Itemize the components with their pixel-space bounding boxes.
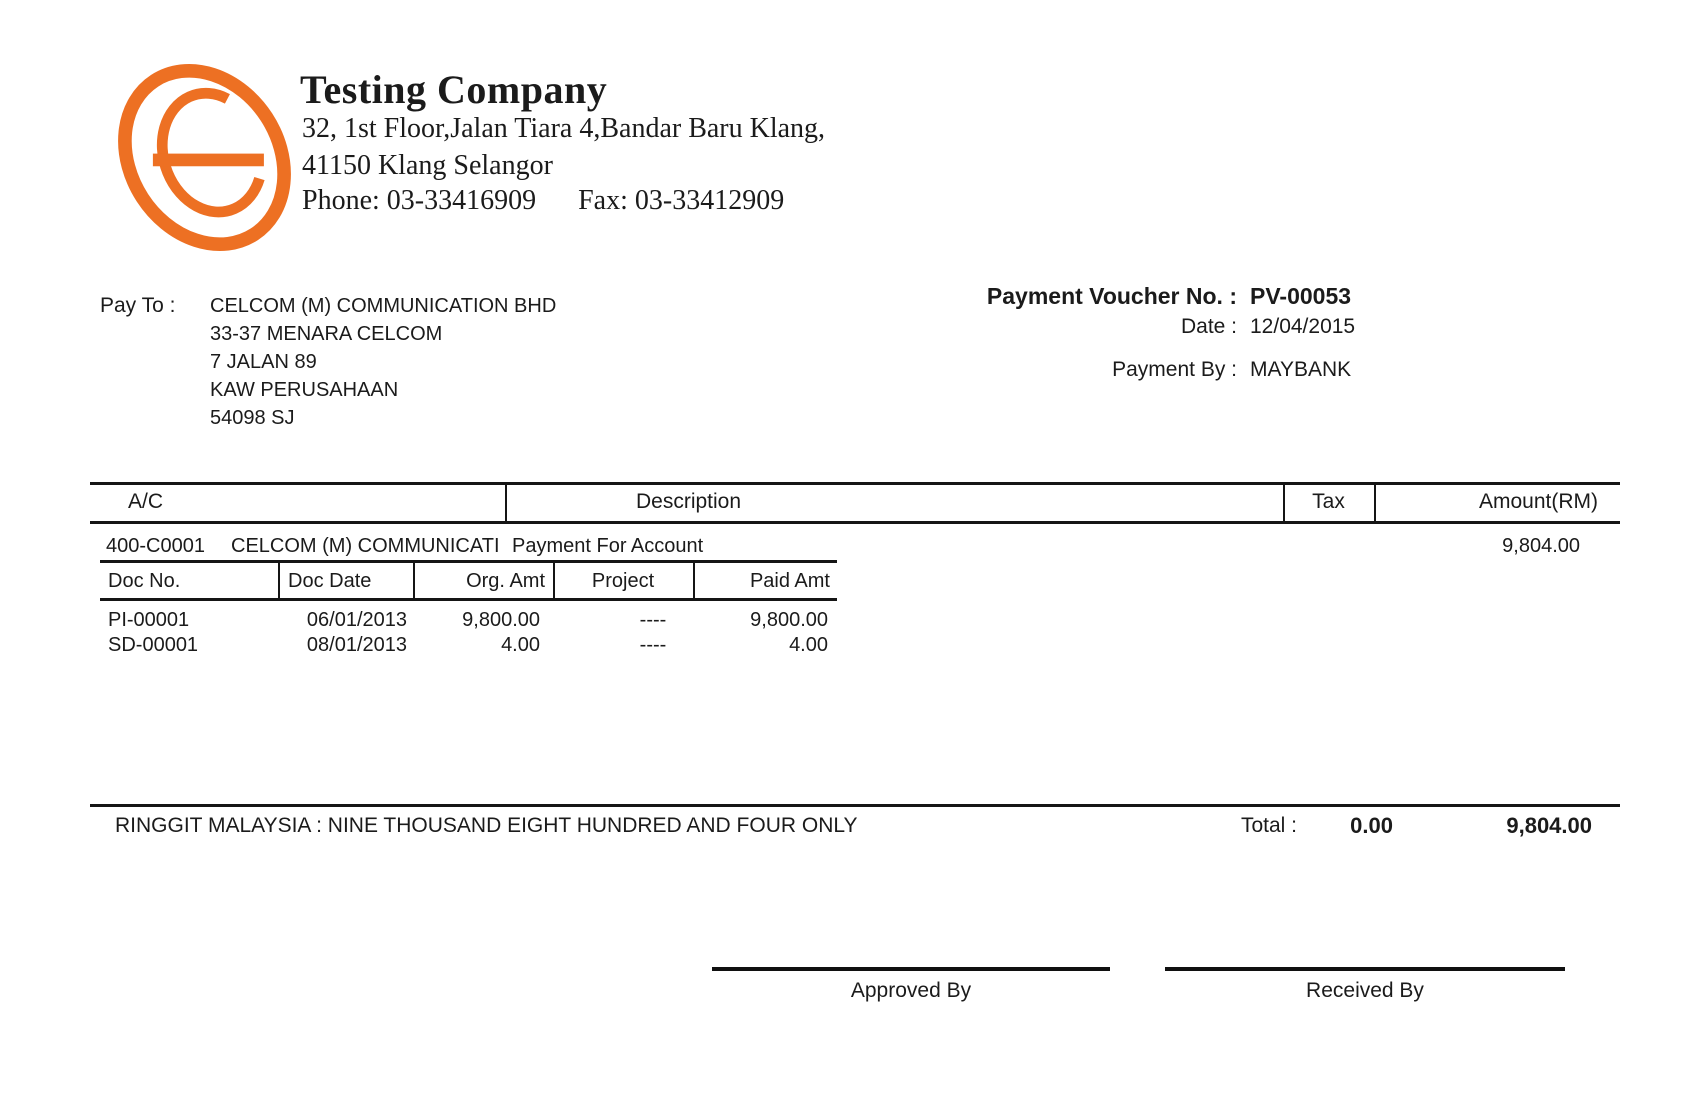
approved-by-signature-line: [712, 967, 1110, 971]
payee-address-line-4: 54098 SJ: [210, 407, 295, 429]
total-tax-value: 0.00: [1350, 813, 1393, 838]
doc-row-org-amt: 4.00: [501, 634, 540, 656]
total-amount-value: 9,804.00: [1506, 813, 1592, 838]
doc-row-project: ----: [639, 634, 667, 656]
doc-table-bottom-rule: [100, 598, 837, 601]
payee-address-block: CELCOM (M) COMMUNICATION BHD 33-37 MENAR…: [210, 292, 556, 432]
doc-row-paid-amt: 4.00: [789, 634, 828, 656]
doc-row-doc-date: 06/01/2013: [306, 609, 407, 631]
column-header-ac: A/C: [128, 490, 164, 513]
table-divider-description-tax: [1283, 482, 1285, 524]
voucher-date-label: Date :: [1180, 315, 1237, 338]
doc-table-top-rule: [100, 560, 837, 563]
company-address-line1: 32, 1st Floor,Jalan Tiara 4,Bandar Baru …: [302, 113, 826, 144]
doc-header-project: Project: [591, 570, 655, 592]
voucher-number-label: Payment Voucher No. :: [986, 283, 1237, 309]
doc-header-doc-no: Doc No.: [108, 570, 181, 592]
entry-account-code: 400-C0001: [106, 535, 205, 557]
amount-in-words: RINGGIT MALAYSIA : NINE THOUSAND EIGHT H…: [115, 814, 858, 837]
doc-row-doc-no: PI-00001: [108, 609, 190, 631]
payee-address-line-3: KAW PERUSAHAAN: [210, 379, 399, 401]
table-divider-ac-description: [505, 482, 507, 524]
received-by-label: Received By: [1306, 979, 1424, 1002]
company-address-line2: 41150 Klang Selangor: [302, 150, 553, 181]
voucher-date-value: 12/04/2015: [1250, 315, 1356, 338]
payee-address-line-1: 33-37 MENARA CELCOM: [210, 323, 443, 345]
company-name: Testing Company: [300, 67, 608, 112]
logo-crossbar: [152, 153, 264, 167]
payee-address-line-2: 7 JALAN 89: [210, 351, 317, 373]
voucher-number-value: PV-00053: [1250, 283, 1352, 309]
logo-outer-ellipse: [118, 63, 291, 252]
company-logo-icon: [118, 63, 291, 252]
doc-header-paid-amt: Paid Amt: [749, 570, 830, 592]
doc-row-project: ----: [639, 609, 667, 631]
received-by-signature-line: [1165, 967, 1565, 971]
doc-row-paid-amt: 9,800.00: [750, 609, 828, 631]
entry-account-name: CELCOM (M) COMMUNICATI: [231, 535, 500, 557]
doc-row-doc-date: 08/01/2013: [306, 634, 407, 656]
doc-divider-2: [413, 560, 415, 601]
doc-header-org-amt: Org. Amt: [466, 570, 545, 592]
entry-description: Payment For Account: [512, 535, 704, 557]
summary-top-rule: [90, 804, 1620, 807]
logo-inner-arc: [156, 87, 265, 218]
table-divider-tax-amount: [1374, 482, 1376, 524]
company-contact-line: Phone: 03-33416909 Fax: 03-33412909: [302, 185, 784, 217]
company-phone: Phone: 03-33416909: [302, 185, 537, 216]
payee-name: CELCOM (M) COMMUNICATION BHD: [210, 295, 557, 317]
doc-divider-4: [693, 560, 695, 601]
column-header-description: Description: [636, 490, 742, 513]
payment-by-value: MAYBANK: [1250, 358, 1352, 381]
column-header-tax: Tax: [1312, 490, 1345, 513]
doc-divider-3: [553, 560, 555, 601]
doc-header-doc-date: Doc Date: [288, 570, 372, 592]
total-label: Total :: [1240, 814, 1297, 837]
column-header-amount: Amount(RM): [1478, 490, 1598, 513]
approved-by-label: Approved By: [850, 979, 972, 1002]
entry-amount: 9,804.00: [1502, 535, 1580, 557]
payment-by-label: Payment By :: [1112, 358, 1237, 381]
pay-to-label: Pay To :: [100, 294, 176, 317]
table-header-top-rule: [90, 482, 1620, 485]
doc-row-doc-no: SD-00001: [108, 634, 199, 656]
doc-row-org-amt: 9,800.00: [462, 609, 540, 631]
doc-divider-1: [278, 560, 280, 601]
table-header-bottom-rule: [90, 521, 1620, 524]
company-fax: Fax: 03-33412909: [578, 185, 785, 216]
